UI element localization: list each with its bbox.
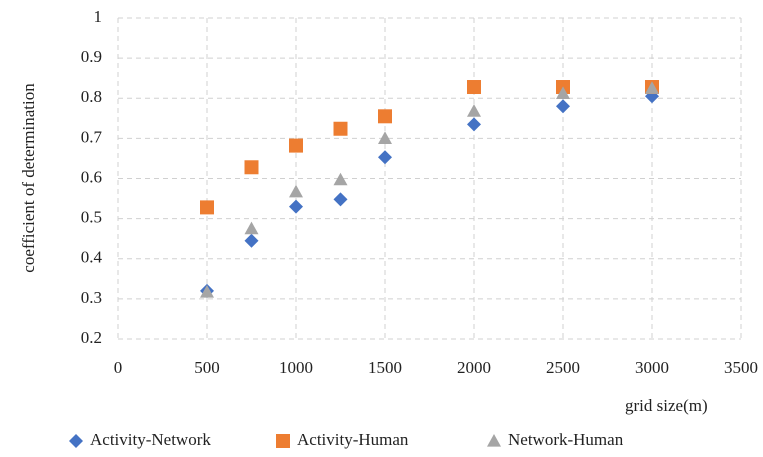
marker bbox=[289, 138, 303, 153]
x-tick-label: 1500 bbox=[368, 358, 402, 377]
x-tick-label: 2500 bbox=[546, 358, 580, 377]
marker bbox=[556, 86, 570, 100]
y-tick-label: 1 bbox=[94, 7, 103, 26]
x-tick-label: 2000 bbox=[457, 358, 491, 377]
y-tick-label: 0.5 bbox=[81, 208, 102, 227]
x-axis-label: grid size(m) bbox=[625, 396, 708, 415]
y-tick-label: 0.8 bbox=[81, 87, 102, 106]
marker bbox=[289, 199, 303, 214]
marker bbox=[556, 99, 570, 114]
marker bbox=[200, 200, 214, 215]
marker bbox=[244, 221, 259, 235]
legend-marker bbox=[487, 434, 501, 447]
legend-marker bbox=[276, 434, 290, 448]
marker bbox=[200, 285, 214, 298]
marker bbox=[244, 233, 259, 248]
marker bbox=[333, 121, 348, 136]
marker bbox=[378, 131, 392, 144]
x-tick-label: 0 bbox=[114, 358, 123, 377]
legend-label: Network-Human bbox=[508, 430, 624, 449]
x-tick-label: 500 bbox=[194, 358, 220, 377]
y-tick-label: 0.4 bbox=[81, 248, 103, 267]
marker bbox=[378, 109, 392, 124]
marker bbox=[289, 184, 303, 198]
y-tick-label: 0.6 bbox=[81, 167, 102, 186]
marker bbox=[467, 80, 481, 95]
y-tick-label: 0.2 bbox=[81, 328, 102, 347]
x-tick-label: 3500 bbox=[724, 358, 758, 377]
marker bbox=[645, 81, 659, 94]
marker bbox=[378, 150, 392, 165]
marker bbox=[244, 160, 259, 175]
y-tick-label: 0.7 bbox=[81, 127, 103, 146]
y-tick-label: 0.9 bbox=[81, 47, 102, 66]
x-tick-label: 1000 bbox=[279, 358, 313, 377]
marker bbox=[333, 192, 348, 207]
marker bbox=[333, 172, 348, 186]
marker bbox=[467, 104, 481, 117]
legend-label: Activity-Human bbox=[297, 430, 409, 449]
y-axis-label: coefficient of determination bbox=[19, 83, 38, 273]
marker bbox=[467, 117, 481, 132]
legend-label: Activity-Network bbox=[90, 430, 211, 449]
x-tick-label: 3000 bbox=[635, 358, 669, 377]
y-tick-label: 0.3 bbox=[81, 288, 102, 307]
legend-marker bbox=[69, 434, 83, 448]
